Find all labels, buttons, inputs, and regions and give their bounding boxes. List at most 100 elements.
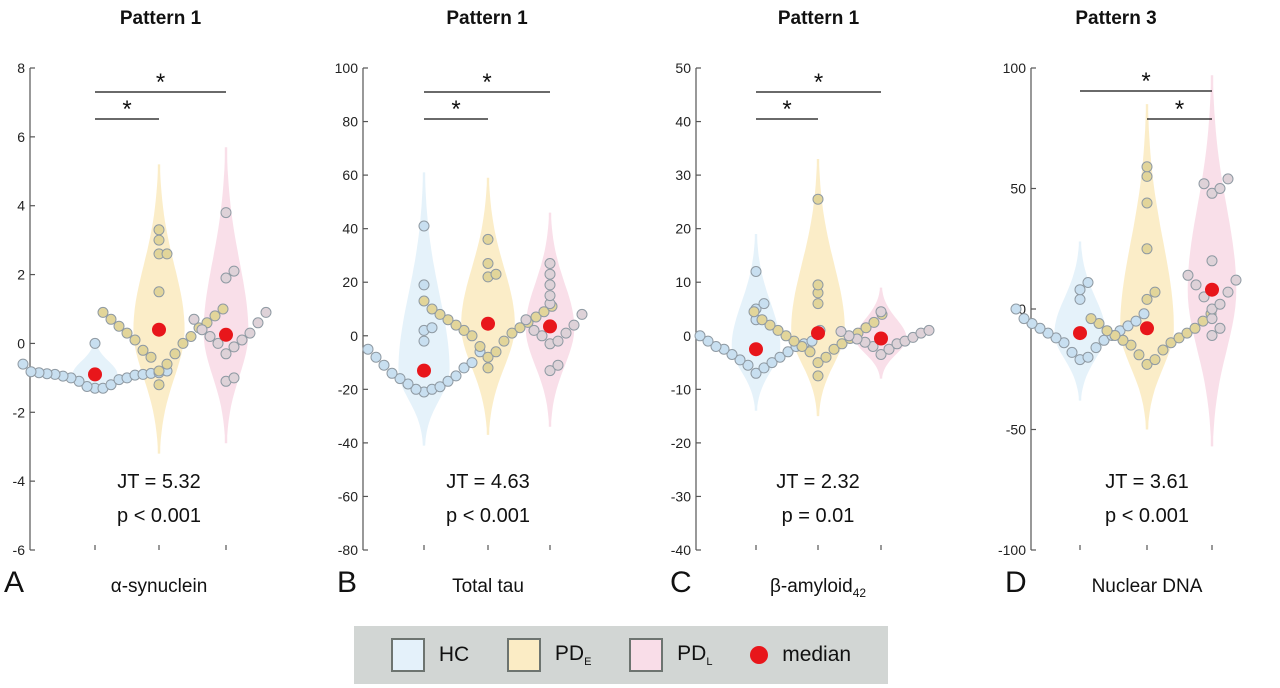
y-tick-label: -20 [338,381,358,397]
data-point [1034,322,1046,334]
data-point [576,308,588,320]
chart-panel-a: -6 -4 -2 0 2 4 6 8 * * Pattern 1 JT = 5.32 p < 0.001… [4,8,272,599]
data-point [812,357,824,369]
data-point [812,298,824,310]
y-tick-label: -50 [1006,422,1026,438]
x-axis-label-main: α-synuclein [111,576,208,597]
y-tick-label: -6 [13,542,26,558]
data-point [774,351,786,363]
data-point [370,351,382,363]
data-point [766,357,778,369]
y-tick-label: 50 [675,60,691,76]
data-point [756,314,768,326]
data-point [544,290,556,302]
significance-star: * [122,96,131,123]
data-point [1042,327,1054,339]
data-point [482,258,494,269]
data-point [1090,342,1102,354]
data-point [1018,313,1030,325]
data-point [498,335,510,347]
legend-label-median: median [782,643,852,666]
data-point [1189,322,1201,334]
median-marker [1073,326,1087,341]
data-point [442,375,454,387]
x-axis-label-main: Total tau [452,576,524,597]
data-point [788,335,800,347]
data-point [482,233,494,245]
data-point [836,338,848,350]
data-point [1026,318,1038,329]
median-marker [88,367,102,382]
data-point [466,330,478,342]
data-point [1206,187,1218,199]
data-point [402,378,414,390]
data-point [153,379,165,391]
data-point [1050,332,1062,344]
data-point [734,354,746,366]
data-point [362,343,374,355]
data-point [772,324,784,336]
median-marker [749,342,763,357]
data-point [204,331,216,342]
data-point [820,351,832,363]
p-value: p < 0.001 [1105,505,1189,527]
data-point [153,234,165,246]
data-point [726,349,738,360]
y-tick-label: 6 [17,129,25,145]
data-point [1109,330,1121,341]
data-point [1141,197,1153,209]
data-point [1074,284,1086,296]
median-marker [1140,321,1154,336]
data-point [1214,322,1226,334]
y-tick-label: -30 [671,488,691,504]
data-point [105,379,117,391]
data-point [1190,279,1202,291]
data-point [188,313,200,325]
data-point [702,335,714,347]
data-point [482,351,494,363]
data-point [260,306,272,318]
data-point [868,316,880,328]
panel-letter: A [4,566,24,599]
y-tick-label: -2 [13,404,26,420]
significance-star: * [482,69,491,96]
data-point [1206,303,1218,315]
data-point [528,324,540,336]
data-point [1117,334,1129,346]
panel-letter: B [337,566,357,599]
y-tick-label: 0 [350,328,358,344]
data-point [137,344,149,356]
data-point [742,359,754,371]
data-point [490,268,502,280]
data-point [1130,315,1142,327]
y-tick-label: 20 [342,274,358,290]
data-point [482,362,494,374]
data-point [875,349,887,360]
data-point [544,279,556,291]
data-point [105,313,117,325]
data-point [418,295,430,307]
data-point [1138,308,1150,320]
data-point [538,306,550,318]
data-point [1222,286,1234,298]
data-point [1149,354,1161,366]
legend-median-dot [750,646,769,664]
x-axis-label: Total tau [452,576,524,597]
data-point [812,193,824,205]
legend-label-pde-sub: E [584,656,592,669]
data-point [536,330,548,342]
data-point [228,265,240,277]
y-tick-label: 20 [675,221,691,237]
data-point [474,341,486,352]
y-tick-label: -80 [338,542,358,558]
data-point [923,324,935,336]
data-point [1010,303,1022,315]
y-tick-label: -40 [338,435,358,451]
data-point [544,268,556,280]
data-point [1206,313,1218,325]
data-point [560,327,572,339]
jt-statistic: JT = 3.61 [1105,471,1189,493]
legend-item-pde: PDE [506,638,592,672]
y-tick-label: 100 [1003,60,1027,76]
legend-item-pdl: PDL [629,638,712,672]
